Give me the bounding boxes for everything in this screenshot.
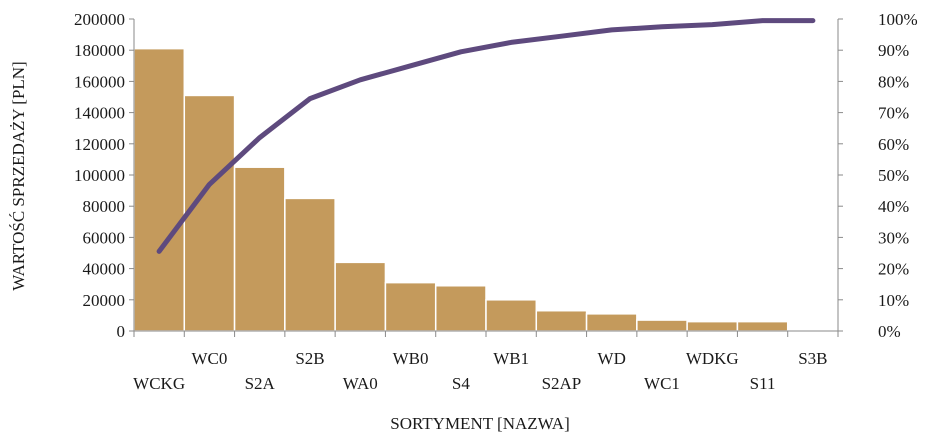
bar-wa0 bbox=[334, 261, 387, 332]
x-tick-label-s3b: S3B bbox=[798, 349, 827, 368]
cumulative-line-layer bbox=[156, 18, 816, 254]
y-left-tick-label: 140000 bbox=[74, 104, 125, 123]
x-tick-label-wckg: WCKG bbox=[133, 374, 185, 393]
bar-wdkg bbox=[686, 320, 739, 332]
y-right-tick-label: 30% bbox=[878, 228, 909, 247]
y-left-tick-label: 160000 bbox=[74, 72, 125, 91]
labels-layer: 0 20000 40000 60000 80000 100000 120000 140000 1… bbox=[74, 10, 918, 393]
y-right-tick-label: 100% bbox=[878, 10, 918, 29]
y-right-tick-label: 60% bbox=[878, 135, 909, 154]
y-left-tick-label: 200000 bbox=[74, 10, 125, 29]
x-tick-label-wb0: WB0 bbox=[393, 349, 429, 368]
y-right-tick-label: 20% bbox=[878, 260, 909, 279]
x-tick-label-wd: WD bbox=[598, 349, 626, 368]
y-right-tick-label: 80% bbox=[878, 72, 909, 91]
cumulative-percent-line bbox=[156, 18, 816, 254]
x-tick-label-s2a: S2A bbox=[245, 374, 276, 393]
bar-wb0 bbox=[384, 281, 437, 332]
x-tick-label-wdkg: WDKG bbox=[686, 349, 739, 368]
y-left-tick-label: 20000 bbox=[83, 291, 126, 310]
y-right-tick-label: 90% bbox=[878, 41, 909, 60]
bar-wc1 bbox=[636, 319, 688, 332]
bar-s11 bbox=[736, 320, 789, 332]
x-tick-label-s2ap: S2AP bbox=[542, 374, 582, 393]
y-axis-title: WARTOŚĆ SPRZEDAŻY [PLN] bbox=[9, 61, 28, 290]
x-tick-label-wa0: WA0 bbox=[343, 374, 378, 393]
y-left-tick-label: 80000 bbox=[83, 197, 126, 216]
y-left-tick-label: 180000 bbox=[74, 41, 125, 60]
bar-wc0 bbox=[183, 94, 236, 332]
bar-s2b bbox=[284, 197, 336, 332]
y-left-tick-label: 120000 bbox=[74, 135, 125, 154]
x-tick-label-wb1: WB1 bbox=[493, 349, 529, 368]
bar-wckg bbox=[133, 47, 186, 332]
y-right-tick-label: 50% bbox=[878, 166, 909, 185]
axes-layer bbox=[129, 18, 843, 337]
bars-layer bbox=[133, 47, 789, 332]
y-left-tick-label: 60000 bbox=[83, 228, 126, 247]
y-right-tick-label: 0% bbox=[878, 322, 901, 341]
bar-s2ap bbox=[535, 309, 588, 332]
bar-s2a bbox=[233, 166, 286, 332]
x-tick-label-wc0: WC0 bbox=[191, 349, 227, 368]
y-right-tick-label: 40% bbox=[878, 197, 909, 216]
x-tick-label-s2b: S2B bbox=[295, 349, 324, 368]
y-right-tick-label: 10% bbox=[878, 291, 909, 310]
y-right-tick-label: 70% bbox=[878, 104, 909, 123]
y-left-tick-label: 0 bbox=[117, 322, 126, 341]
x-tick-label-s11: S11 bbox=[750, 374, 776, 393]
bar-wd bbox=[585, 313, 638, 332]
bar-wb1 bbox=[485, 299, 538, 332]
x-tick-label-wc1: WC1 bbox=[644, 374, 680, 393]
y-left-tick-label: 100000 bbox=[74, 166, 125, 185]
x-axis-title: SORTYMENT [NAZWA] bbox=[390, 414, 570, 433]
bar-s4 bbox=[434, 285, 487, 332]
x-tick-label-s4: S4 bbox=[452, 374, 470, 393]
y-left-tick-label: 40000 bbox=[83, 260, 126, 279]
